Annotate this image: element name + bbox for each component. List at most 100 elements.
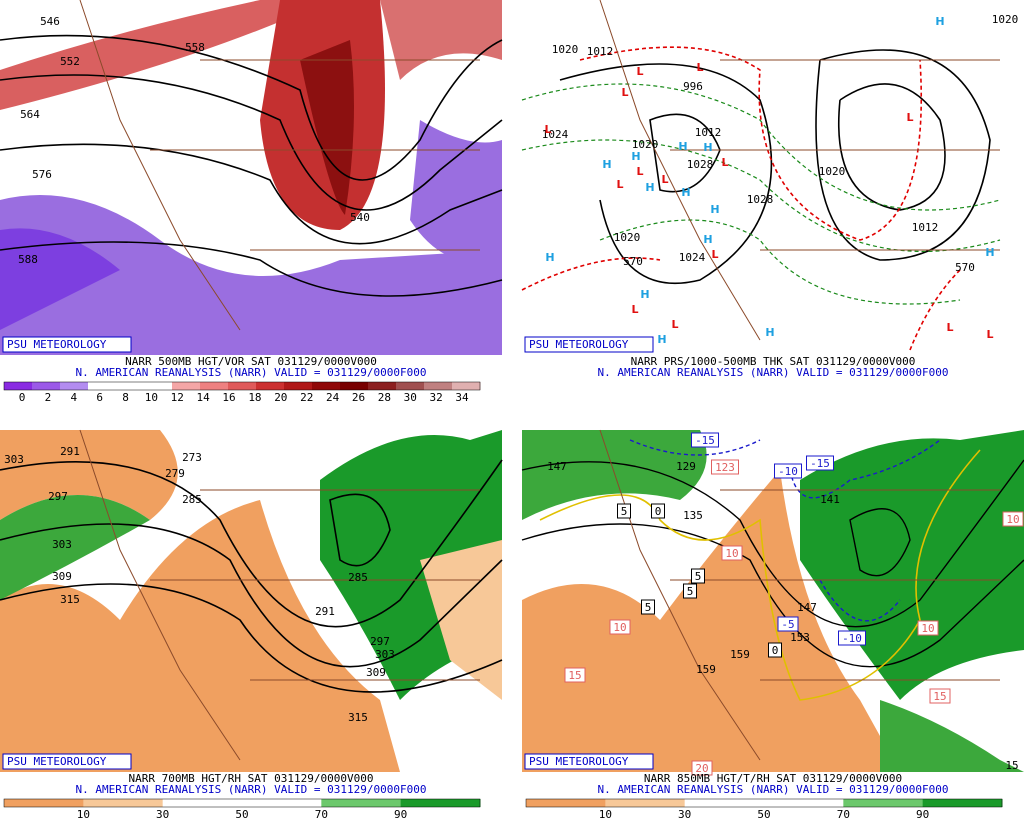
- contour-label: 315: [60, 593, 80, 606]
- colorbar-segment: [144, 382, 173, 390]
- label-box: [1002, 511, 1024, 527]
- panel-subtitle: N. AMERICAN REANALYSIS (NARR) VALID = 03…: [76, 783, 427, 796]
- label-box: [711, 459, 739, 475]
- pressure-center: H: [765, 326, 774, 339]
- contour-label: 15: [568, 669, 581, 682]
- colorbar-label: 6: [96, 391, 103, 404]
- pressure-center: H: [602, 158, 611, 171]
- contour-label: 291: [60, 445, 80, 458]
- contour-label: 285: [348, 571, 368, 584]
- colorbar-label: 32: [429, 391, 442, 404]
- colorbar-segment: [4, 799, 84, 807]
- contour-label: 297: [370, 635, 390, 648]
- branding: PSU METEOROLOGY: [529, 338, 629, 351]
- contour-label: -15: [810, 457, 830, 470]
- contour-label: 558: [185, 41, 205, 54]
- colorbar-segment: [228, 382, 257, 390]
- contour-label: 5: [687, 585, 694, 598]
- contour-label: 159: [696, 663, 716, 676]
- contour-label: 129: [676, 460, 696, 473]
- branding-box: [524, 753, 654, 770]
- colorbar-segment: [200, 382, 229, 390]
- colorbar-label: 26: [352, 391, 365, 404]
- contour-label: -10: [778, 465, 798, 478]
- colorbar-segment: [764, 799, 844, 807]
- label-box: [691, 760, 713, 776]
- contour-label: 123: [715, 461, 735, 474]
- pressure-center: H: [710, 203, 719, 216]
- pressure-center: H: [640, 288, 649, 301]
- contour-label: 159: [730, 648, 750, 661]
- colorbar-segment: [32, 382, 61, 390]
- contour-label: 141: [820, 493, 840, 506]
- contour-label: 1020: [552, 43, 579, 56]
- colorbar-label: 12: [171, 391, 184, 404]
- pressure-center: H: [545, 251, 554, 264]
- colorbar-label: 22: [300, 391, 313, 404]
- pressure-center: L: [661, 173, 668, 186]
- contour-label: 546: [40, 15, 60, 28]
- pressure-center: H: [703, 141, 712, 154]
- colorbar-label: 10: [599, 808, 612, 819]
- colorbar-segment: [400, 799, 481, 807]
- contour-label: 552: [60, 55, 80, 68]
- pressure-center: L: [631, 303, 638, 316]
- colorbar-segment: [843, 799, 924, 807]
- contour-label: 147: [797, 601, 817, 614]
- colorbar-label: 10: [145, 391, 158, 404]
- colorbar-segment: [424, 382, 453, 390]
- colorbar-label: 18: [248, 391, 261, 404]
- contour-label: 285: [182, 493, 202, 506]
- branding: PSU METEOROLOGY: [529, 755, 629, 768]
- colorbar-segment: [242, 799, 322, 807]
- colorbar-label: 30: [156, 808, 169, 819]
- label-box: [651, 503, 665, 519]
- branding-box: [2, 753, 132, 770]
- branding: PSU METEOROLOGY: [7, 755, 107, 768]
- contour-label: 10: [1006, 513, 1019, 526]
- contour-label: 5: [621, 505, 628, 518]
- colorbar-label: 70: [837, 808, 850, 819]
- pressure-center: H: [703, 233, 712, 246]
- contour-label: 1020: [992, 13, 1019, 26]
- colorbar-label: 20: [274, 391, 287, 404]
- colorbar-frame: [3, 381, 481, 391]
- label-box: [777, 616, 799, 632]
- contour-label: 570: [955, 261, 975, 274]
- pressure-center: L: [671, 318, 678, 331]
- colorbar-label: 2: [45, 391, 52, 404]
- label-box: [929, 688, 951, 704]
- panel-title: NARR 700MB HGT/RH SAT 031129/0000V000: [128, 772, 373, 785]
- pressure-center: H: [985, 246, 994, 259]
- contour-label: 135: [683, 509, 703, 522]
- contour-label: 10: [725, 547, 738, 560]
- label-box: [806, 455, 834, 471]
- colorbar-label: 90: [916, 808, 929, 819]
- colorbar-segment: [88, 382, 117, 390]
- map-br: [521, 429, 1024, 772]
- map-tr: [521, 0, 1024, 355]
- contour-label: 1012: [912, 221, 939, 234]
- colorbar-segment: [368, 382, 397, 390]
- colorbar-segment: [922, 799, 1003, 807]
- contour-label: 1020: [819, 165, 846, 178]
- contour-label: 1028: [687, 158, 714, 171]
- colorbar-label: 30: [678, 808, 691, 819]
- contour-label: 303: [375, 648, 395, 661]
- label-box: [564, 667, 586, 683]
- colorbar-label: 0: [19, 391, 26, 404]
- pressure-center: L: [696, 61, 703, 74]
- contour-label: 1012: [587, 45, 614, 58]
- pressure-center: L: [986, 328, 993, 341]
- contour-label: 1020: [614, 231, 641, 244]
- contour-label: 1012: [695, 126, 722, 139]
- pressure-center: H: [935, 15, 944, 28]
- colorbar-segment: [452, 382, 481, 390]
- colorbar-segment: [172, 382, 201, 390]
- contour-label: 20: [695, 762, 708, 775]
- colorbar-segment: [321, 799, 402, 807]
- contour-label: 10: [921, 622, 934, 635]
- contour-label: 303: [52, 538, 72, 551]
- panel-subtitle: N. AMERICAN REANALYSIS (NARR) VALID = 03…: [598, 783, 949, 796]
- contour-label: 996: [683, 80, 703, 93]
